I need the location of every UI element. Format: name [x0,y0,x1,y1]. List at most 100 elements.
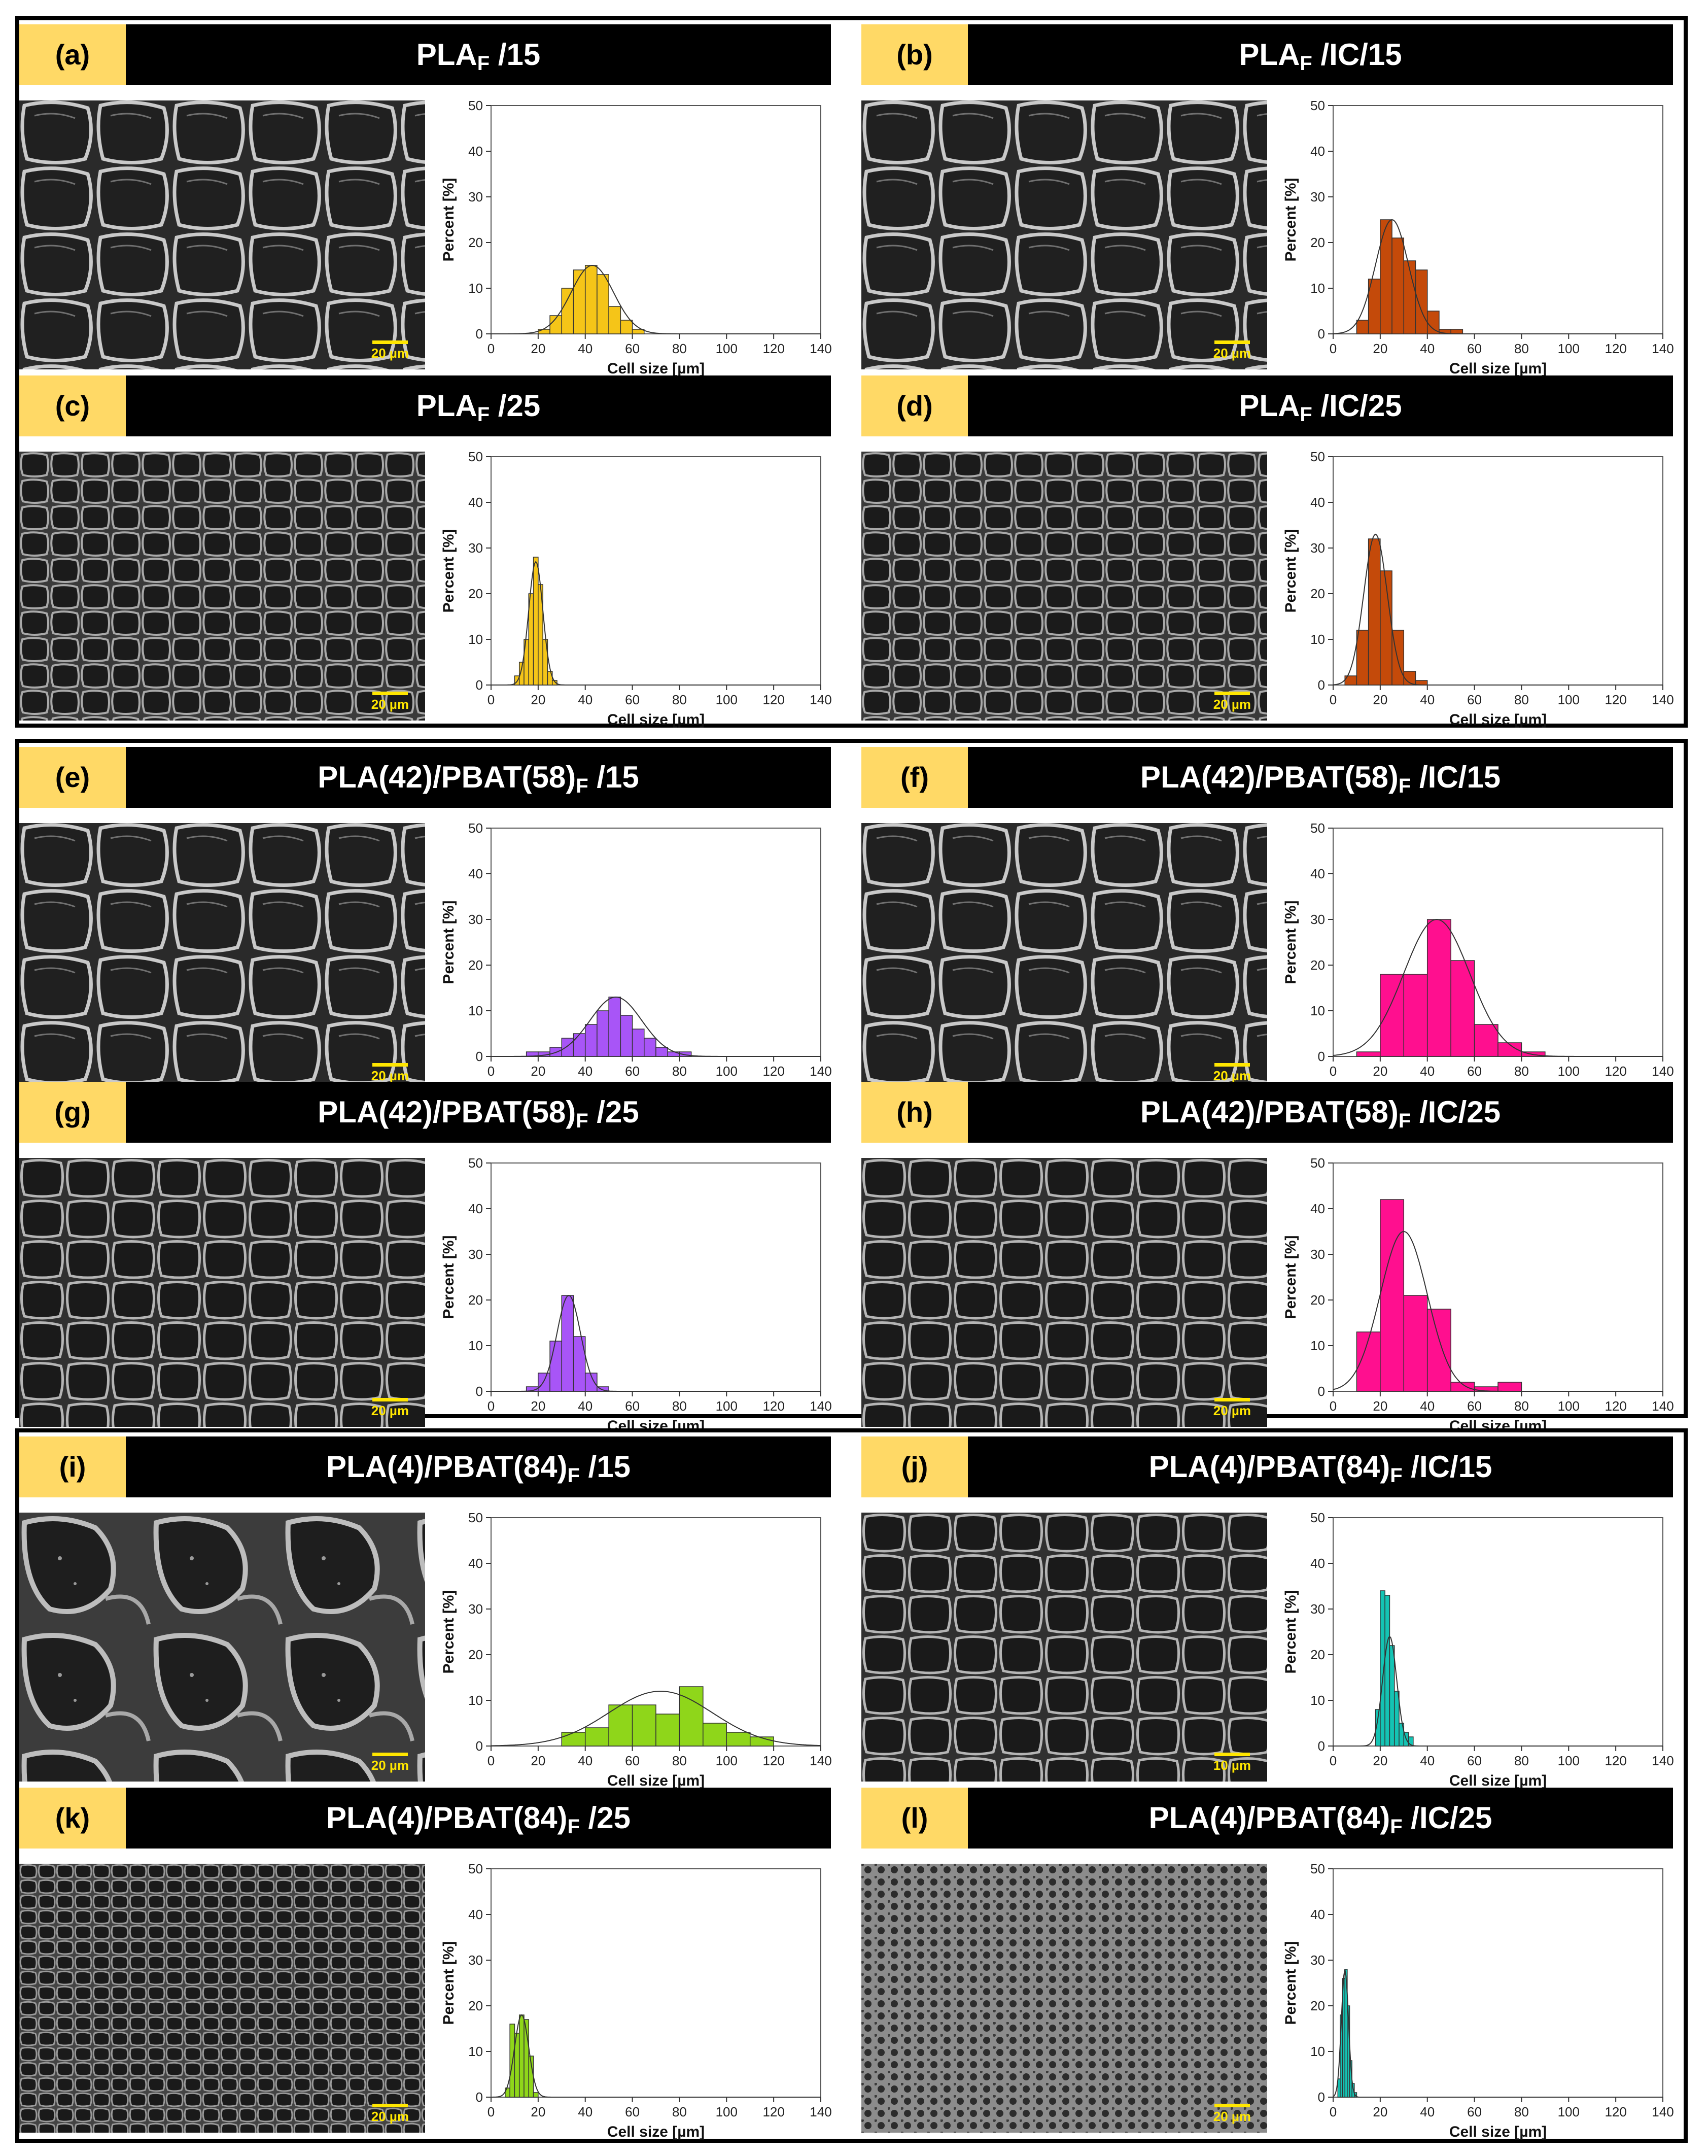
sem-micrograph: 20 µm [19,1864,425,2133]
scale-bar: 20 µm [1213,1398,1251,1419]
x-tick-label: 100 [716,341,738,356]
title-subscript: F [1300,403,1312,426]
y-axis-label: Percent [%] [440,1941,457,2025]
sem-micrograph: 20 µm [19,452,425,721]
x-tick-label: 120 [1605,341,1626,356]
plot-area [1333,1868,1663,2098]
x-tick-label: 120 [762,1398,784,1414]
histogram-bar [538,1373,550,1392]
x-tick-label: 20 [531,692,545,707]
plot-area [491,1162,821,1392]
title-subscript: F [477,52,490,75]
title-rest: /15 [490,38,541,72]
x-tick-label: 0 [1330,1753,1337,1768]
figure-panel: (c) PLAF /25 20 µm 0 20 40 60 80 100 120 140 0 10 20 3… [19,375,832,728]
title-rest: /15 [588,760,639,794]
histogram-bar [608,997,621,1057]
x-tick-label: 120 [762,2104,784,2119]
x-tick-label: 100 [716,692,738,707]
title-subscript: F [1390,1464,1403,1487]
normal-fit-curve [491,1691,821,1747]
scale-bar-label: 20 µm [371,346,409,361]
title-subscript: F [1398,775,1411,797]
x-tick-label: 60 [1467,2104,1482,2119]
scale-bar: 20 µm [371,692,409,712]
y-axis-label: Percent [%] [440,900,457,984]
x-tick-label: 120 [762,1753,784,1768]
x-tick-label: 20 [1373,1398,1387,1414]
x-tick-label: 100 [1558,2104,1580,2119]
x-tick-label: 100 [716,2104,738,2119]
x-tick-label: 120 [762,341,784,356]
sem-micrograph: 20 µm [19,100,425,369]
x-tick-label: 80 [1514,2104,1529,2119]
plot-area [491,828,821,1057]
y-tick-label: 40 [468,144,483,159]
panel-header: (f) PLA(42)/PBAT(58)F /IC/15 [861,747,1673,808]
x-axis-label: Cell size [µm] [607,2124,705,2140]
panel-header: (j) PLA(4)/PBAT(84)F /IC/15 [861,1436,1673,1497]
scale-bar-label: 20 µm [1213,697,1251,712]
x-tick-label: 140 [1652,2104,1674,2119]
y-tick-label: 20 [468,586,483,601]
histogram-bar [1403,671,1416,686]
y-tick-label: 20 [1310,1998,1325,2013]
x-tick-label: 60 [1467,1753,1482,1768]
histogram-bar [1450,960,1475,1057]
sem-micrograph: 20 µm [19,1513,425,1782]
histogram-bar [573,1336,586,1392]
x-tick-label: 140 [810,692,831,707]
y-axis-label: Percent [%] [440,1590,457,1673]
x-tick-label: 100 [1558,692,1580,707]
panel-label: (c) [19,375,126,436]
histogram-bar [584,1727,609,1747]
x-tick-label: 40 [578,1753,592,1768]
histogram-bar [655,1047,668,1057]
x-tick-label: 40 [1420,1064,1435,1079]
normal-fit-curve [491,996,821,1057]
normal-fit-curve [491,561,821,686]
title-rest: /IC/15 [1402,1450,1492,1484]
x-tick-label: 100 [1558,1398,1580,1414]
x-tick-label: 20 [531,1753,545,1768]
y-axis-label: Percent [%] [1282,1590,1299,1673]
x-tick-label: 60 [625,692,640,707]
histogram-bar [679,1051,692,1057]
histogram-bar [620,1015,633,1057]
y-tick-label: 10 [468,281,483,296]
x-tick-label: 0 [1330,2104,1337,2119]
histogram-bar [608,1704,633,1747]
figure-panel: (a) PLAF /15 20 µm 0 20 40 60 80 100 120 140 0 10 20 3… [19,24,832,377]
scale-bar-label: 20 µm [1213,1403,1251,1418]
histogram-bar [584,1373,598,1392]
histogram-bar [1450,1382,1475,1392]
cell-size-histogram: 0 20 40 60 80 100 120 140 0 10 20 30 40 50 Cell size [… [1277,447,1674,731]
title-subscript: F [1300,52,1312,75]
normal-fit-curve [1333,1635,1663,1747]
panel-title: PLA(42)/PBAT(58)F /25 [126,1082,831,1143]
x-tick-label: 0 [1330,1064,1337,1079]
x-tick-label: 60 [1467,1398,1482,1414]
x-axis-label: Cell size [µm] [1449,360,1547,377]
x-tick-label: 40 [1420,692,1435,707]
x-tick-label: 0 [487,1064,495,1079]
x-tick-label: 80 [672,1398,687,1414]
x-tick-label: 40 [578,2104,592,2119]
x-tick-label: 100 [1558,341,1580,356]
y-tick-label: 50 [1310,1861,1325,1876]
cell-size-histogram: 0 20 40 60 80 100 120 140 0 10 20 30 40 50 Cell size [… [1277,1508,1674,1792]
panel-label: (g) [19,1082,126,1143]
scale-bar: 10 µm [1213,1753,1251,1773]
y-tick-label: 30 [1310,540,1325,556]
scale-bar: 20 µm [1213,2104,1251,2125]
title-main: PLA(42)/PBAT(58) [1140,760,1399,794]
y-tick-label: 40 [468,1907,483,1922]
x-tick-label: 60 [625,1064,640,1079]
scale-bar: 20 µm [371,340,409,361]
